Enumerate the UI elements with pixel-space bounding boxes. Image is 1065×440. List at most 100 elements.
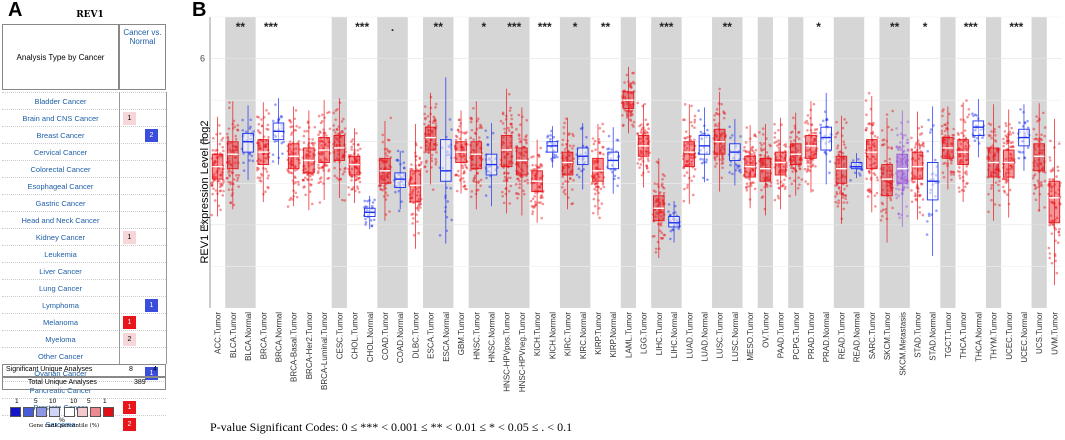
data-point: [319, 158, 322, 162]
data-point: [571, 188, 574, 191]
data-point: [1004, 177, 1007, 181]
overexpression-cell[interactable]: 1: [123, 112, 136, 125]
cancer-name-link[interactable]: Lymphoma: [42, 301, 79, 310]
data-point: [462, 185, 466, 189]
data-point: [534, 203, 538, 206]
data-point: [561, 138, 565, 142]
data-point: [477, 180, 481, 183]
data-point: [562, 132, 566, 135]
data-point: [540, 216, 544, 220]
cancer-name-link[interactable]: Prostate Cancer: [33, 403, 88, 412]
cancer-name-link[interactable]: Breast Cancer: [36, 131, 85, 140]
data-point: [952, 173, 956, 176]
data-point: [988, 134, 992, 137]
panel-b-letter: B: [192, 0, 207, 21]
data-point: [464, 165, 468, 169]
data-point: [354, 158, 358, 162]
overexpression-cell[interactable]: 2: [123, 418, 136, 431]
data-point: [693, 126, 696, 129]
data-point: [765, 178, 769, 181]
data-point: [386, 172, 389, 176]
cancer-name-link[interactable]: Pancreatic Cancer: [29, 386, 92, 395]
data-point: [222, 149, 225, 153]
data-point: [753, 134, 756, 138]
cancer-name-link[interactable]: Brain and CNS Cancer: [22, 114, 99, 123]
data-point: [647, 127, 650, 131]
data-point: [713, 124, 717, 128]
data-point: [630, 81, 634, 85]
data-point: [610, 148, 613, 151]
data-point: [630, 105, 634, 109]
data-point: [502, 150, 505, 154]
data-point: [242, 152, 245, 155]
overexpression-cell[interactable]: 1: [123, 316, 136, 329]
underexpression-cell[interactable]: 1: [145, 299, 158, 312]
data-point: [228, 101, 231, 104]
overexpression-cell[interactable]: 1: [123, 401, 136, 414]
data-point: [319, 121, 323, 125]
data-point: [537, 185, 541, 189]
data-point: [430, 129, 434, 133]
data-point: [872, 155, 876, 158]
data-point: [539, 201, 543, 204]
cancer-name-link[interactable]: Liver Cancer: [39, 267, 82, 276]
data-point: [310, 162, 313, 166]
data-point: [333, 174, 337, 178]
data-point: [424, 165, 427, 168]
data-point: [812, 155, 816, 159]
data-point: [720, 159, 724, 162]
data-point: [965, 170, 968, 173]
cancer-row: Colorectal Cancer: [2, 160, 166, 177]
data-point: [430, 129, 433, 133]
cancer-name-link[interactable]: Ovarian Cancer: [34, 369, 87, 378]
data-point: [762, 163, 765, 167]
data-point: [690, 104, 693, 108]
data-point: [1036, 162, 1039, 166]
data-point: [952, 171, 956, 174]
data-point: [563, 164, 567, 167]
data-point: [523, 192, 526, 196]
box: [470, 141, 483, 170]
cancer-name-link[interactable]: Myeloma: [45, 335, 76, 344]
data-point: [988, 164, 991, 167]
underexpression-cell[interactable]: 2: [145, 129, 158, 142]
data-point: [671, 228, 675, 231]
data-point: [592, 142, 596, 146]
data-point: [683, 144, 687, 147]
cancer-name-link[interactable]: Kidney Cancer: [35, 233, 86, 242]
data-point: [322, 169, 325, 172]
data-point: [988, 151, 992, 154]
cancer-name-link[interactable]: Gastric Cancer: [35, 199, 86, 208]
data-point: [503, 156, 507, 160]
data-point: [302, 178, 305, 182]
data-point: [503, 171, 507, 175]
cancer-name-link[interactable]: Colorectal Cancer: [30, 165, 91, 174]
overexpression-cell[interactable]: 1: [123, 231, 136, 244]
data-point: [530, 155, 533, 159]
data-point: [235, 148, 238, 151]
data-point: [760, 143, 763, 147]
x-tick-label: KICH.Normal: [548, 312, 557, 359]
cancer-name-link[interactable]: Cervical Cancer: [33, 148, 88, 157]
cancer-name-link[interactable]: Sarcoma: [45, 420, 76, 429]
data-point: [646, 157, 650, 160]
data-point: [1010, 157, 1014, 160]
x-tick-label: STAD.Normal: [929, 312, 938, 361]
overexpression-cell[interactable]: 2: [123, 333, 136, 346]
cancer-name-link[interactable]: Leukemia: [44, 250, 77, 259]
data-point: [761, 161, 765, 164]
data-point: [236, 128, 239, 132]
cancer-name-link[interactable]: Lung Cancer: [39, 284, 82, 293]
cancer-name-link[interactable]: Melanoma: [42, 318, 79, 327]
cancer-name-link[interactable]: Bladder Cancer: [34, 97, 87, 106]
cancer-name-link[interactable]: Other Cancer: [37, 352, 84, 361]
data-point: [214, 176, 218, 179]
data-point: [880, 143, 884, 147]
cancer-name-link[interactable]: Head and Neck Cancer: [21, 216, 100, 225]
data-point: [791, 158, 795, 162]
data-point: [777, 146, 781, 150]
data-point: [942, 148, 946, 151]
data-point: [303, 185, 306, 188]
cancer-name-link[interactable]: Esophageal Cancer: [27, 182, 94, 191]
data-point: [219, 208, 222, 212]
